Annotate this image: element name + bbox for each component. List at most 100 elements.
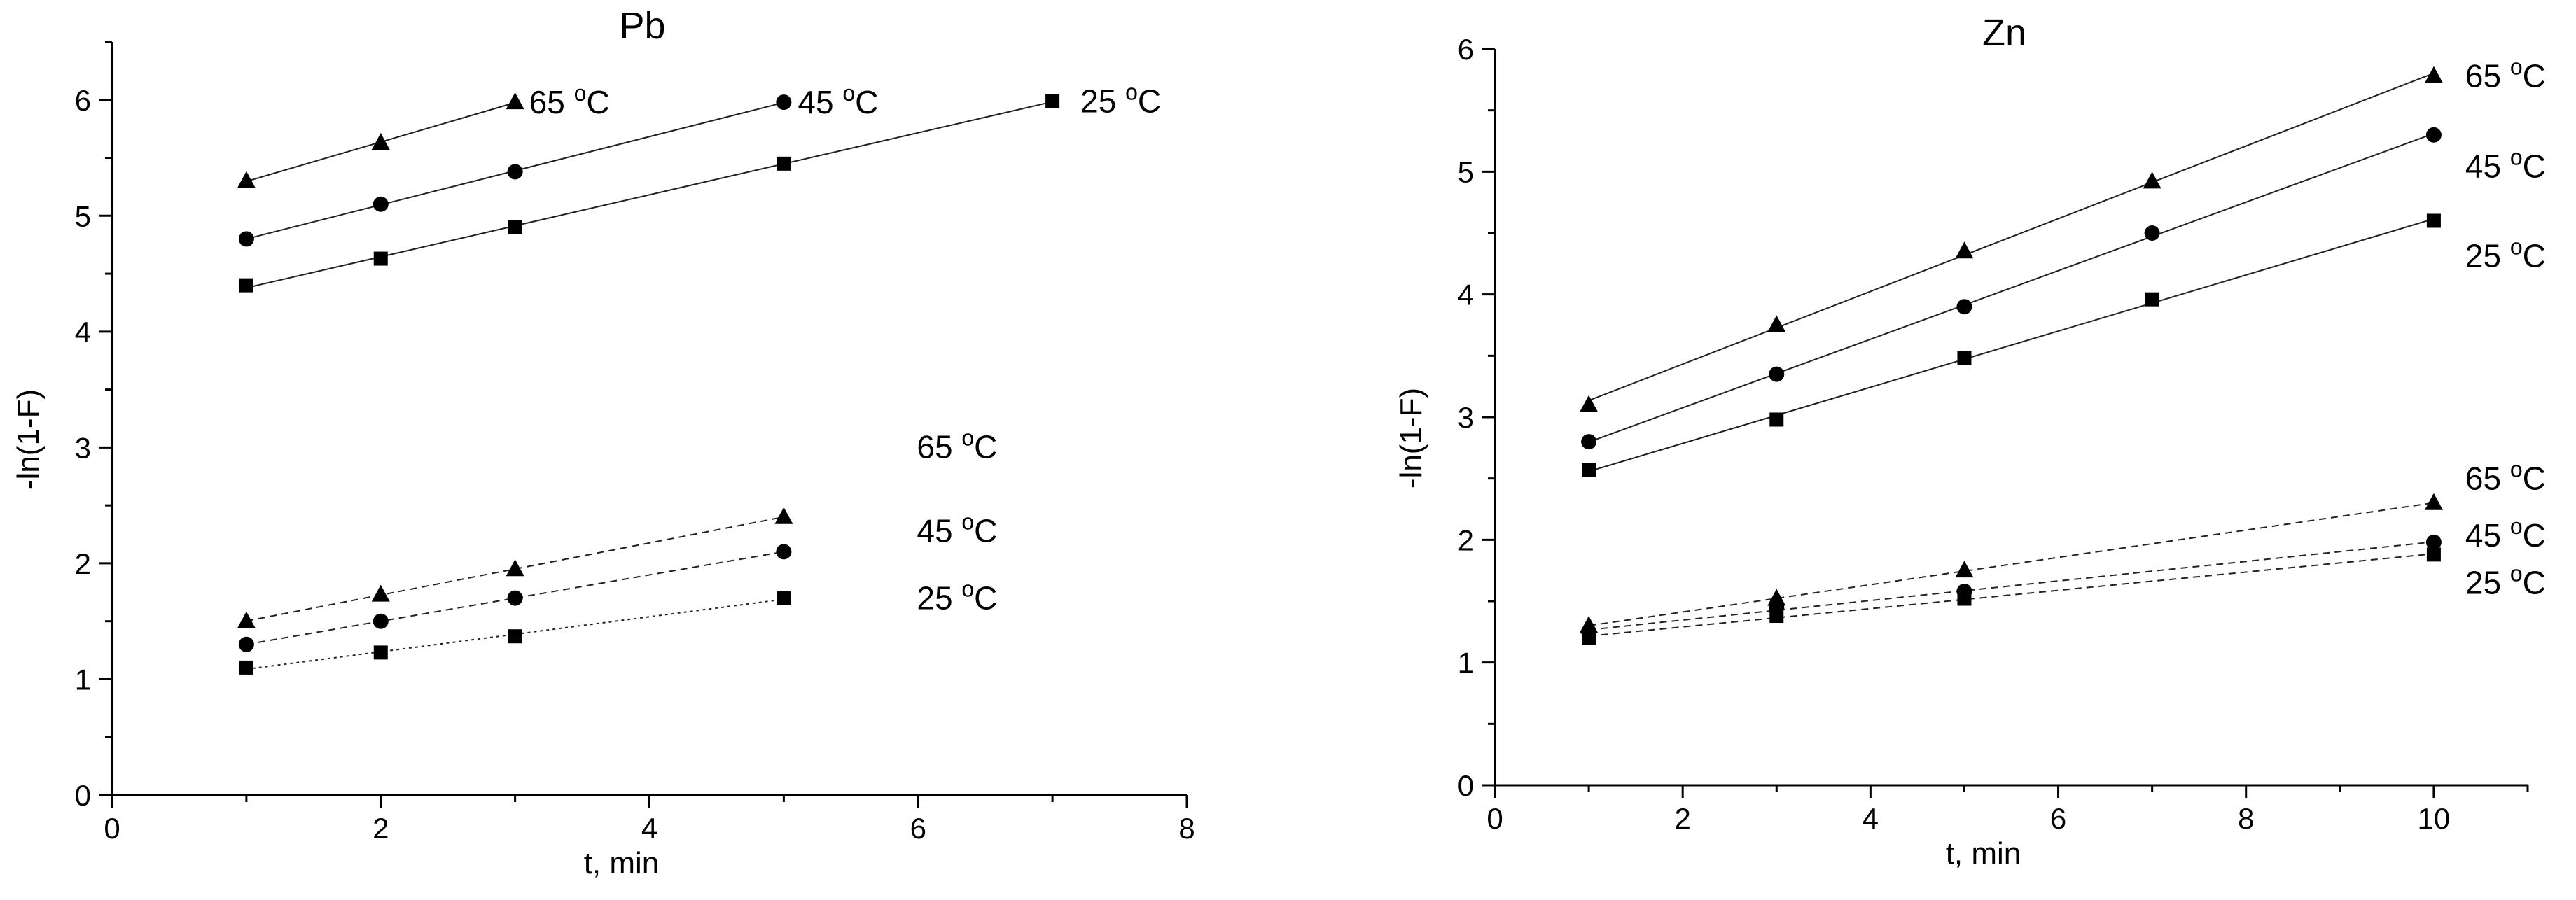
square-marker xyxy=(1769,609,1784,624)
square-marker xyxy=(373,645,388,660)
zn-chart: 0 2 4 6 8 10 0 1 2 3 4 5 6 t, min -ln(1-F) Zn 65 oC 45 oC… xyxy=(1394,12,2546,871)
fit-line xyxy=(1588,541,2435,631)
series-label: 65 oC xyxy=(2465,55,2546,94)
series-label: 25 oC xyxy=(1080,79,1161,119)
x-tick-label: 0 xyxy=(1487,802,1503,835)
y-tick-label: 5 xyxy=(75,199,91,232)
triangle-marker xyxy=(237,611,256,628)
square-marker xyxy=(2426,547,2441,562)
square-marker xyxy=(1582,631,1596,645)
series-label: 45 oC xyxy=(917,509,997,549)
circle-marker xyxy=(373,613,389,629)
triangle-marker xyxy=(1767,315,1786,332)
circle-marker xyxy=(2144,225,2160,241)
chart-title: Zn xyxy=(1982,12,2026,54)
x-axis-label: t, min xyxy=(1946,836,2021,871)
square-marker xyxy=(1957,591,1972,606)
x-tick-label: 4 xyxy=(1863,802,1879,835)
square-marker xyxy=(1582,463,1596,477)
circle-marker xyxy=(776,544,792,560)
series-label: 65 oC xyxy=(917,426,997,465)
series-upper-square: 25 oC xyxy=(1582,213,2546,477)
series-label: 65 oC xyxy=(2465,457,2546,497)
y-tick-label: 0 xyxy=(1458,769,1474,802)
square-marker xyxy=(777,591,791,605)
series-lower-circle: 45 oC xyxy=(1581,514,2546,640)
series-lower-square: 25 oC xyxy=(239,577,997,675)
series-upper-triangle: 65 oC xyxy=(1580,55,2546,412)
x-tick-label: 8 xyxy=(1178,812,1195,845)
triangle-marker xyxy=(506,559,524,577)
series-upper-circle: 45 oC xyxy=(1581,127,2546,450)
circle-marker xyxy=(1581,434,1597,450)
y-tick-label: 6 xyxy=(1458,33,1474,66)
series-label: 45 oC xyxy=(2465,145,2546,185)
x-tick-label: 0 xyxy=(104,812,120,845)
series-lower-triangle: 65 oC xyxy=(237,426,997,628)
circle-marker xyxy=(1769,366,1785,382)
square-marker xyxy=(508,220,522,234)
square-marker xyxy=(373,251,388,266)
series-lower-circle: 45 oC xyxy=(238,509,997,652)
triangle-marker xyxy=(1955,561,1974,578)
x-tick-label: 6 xyxy=(2050,802,2066,835)
fit-line xyxy=(1588,72,2435,402)
fit-line xyxy=(246,598,784,670)
square-marker xyxy=(1045,94,1060,108)
fit-line xyxy=(246,516,784,622)
fit-line xyxy=(1588,553,2435,637)
series-label: 45 oC xyxy=(2465,514,2546,554)
square-marker xyxy=(1769,412,1784,427)
circle-marker xyxy=(238,231,254,247)
square-marker xyxy=(2145,292,2159,307)
x-tick-label: 6 xyxy=(910,812,926,845)
x-tick-label: 2 xyxy=(1675,802,1691,835)
square-marker xyxy=(508,629,522,644)
fit-line xyxy=(246,551,784,645)
series-upper-triangle: 65 oC xyxy=(237,80,610,188)
circle-marker xyxy=(2425,534,2442,550)
triangle-marker xyxy=(371,584,390,602)
series-label: 45 oC xyxy=(798,80,878,120)
circle-marker xyxy=(776,94,792,111)
y-tick-label: 5 xyxy=(1458,155,1474,188)
y-tick-label: 2 xyxy=(75,547,91,580)
square-marker xyxy=(239,278,253,293)
x-tick-label: 10 xyxy=(2418,802,2451,835)
circle-marker xyxy=(2425,127,2442,143)
y-axis-label: -ln(1-F) xyxy=(11,389,46,490)
y-tick-label: 4 xyxy=(75,316,91,349)
circle-marker xyxy=(238,636,254,652)
y-tick-label: 4 xyxy=(1458,279,1474,311)
x-tick-label: 2 xyxy=(373,812,389,845)
y-tick-label: 6 xyxy=(75,84,91,117)
series-label: 25 oC xyxy=(2465,561,2546,600)
series-lower-square: 25 oC xyxy=(1582,547,2546,645)
square-marker xyxy=(239,660,253,675)
triangle-marker xyxy=(1955,241,1974,259)
y-tick-label: 0 xyxy=(75,779,91,812)
triangle-marker xyxy=(2424,493,2443,510)
circle-marker xyxy=(1956,299,1972,315)
y-tick-label: 1 xyxy=(1458,647,1474,680)
y-tick-label: 3 xyxy=(1458,401,1474,434)
y-tick-label: 3 xyxy=(75,431,91,464)
triangle-marker xyxy=(2424,66,2443,83)
square-marker xyxy=(1957,351,1972,365)
circle-marker xyxy=(507,164,523,180)
series-label: 65 oC xyxy=(529,80,610,120)
y-tick-label: 1 xyxy=(75,663,91,696)
fit-line xyxy=(246,101,1053,289)
x-axis-label: t, min xyxy=(584,846,660,880)
fit-line xyxy=(1588,218,2435,472)
circle-marker xyxy=(507,590,523,606)
triangle-marker xyxy=(1580,395,1599,412)
x-tick-label: 8 xyxy=(2238,802,2254,835)
square-marker xyxy=(777,156,791,171)
series-lower-triangle: 65 oC xyxy=(1580,457,2546,633)
square-marker xyxy=(2426,213,2441,228)
series-label: 25 oC xyxy=(917,577,997,617)
triangle-marker xyxy=(774,507,793,524)
